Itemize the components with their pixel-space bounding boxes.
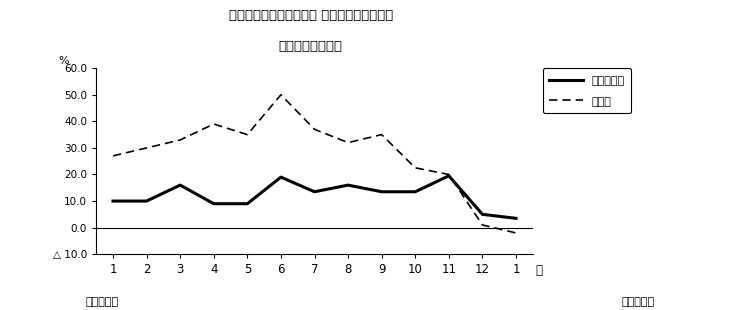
Text: （規模５人以上）: （規模５人以上） (279, 40, 343, 53)
Legend: 調査産業計, 製造業: 調査産業計, 製造業 (542, 68, 631, 113)
Text: %: % (58, 56, 69, 66)
Text: 平成２２年: 平成２２年 (85, 297, 118, 307)
Text: 月: 月 (535, 264, 542, 277)
Text: 平成２３年: 平成２３年 (622, 297, 655, 307)
Text: 第２図　所定外労働時間 対前年同月比の推移: 第２図 所定外労働時間 対前年同月比の推移 (229, 9, 393, 22)
